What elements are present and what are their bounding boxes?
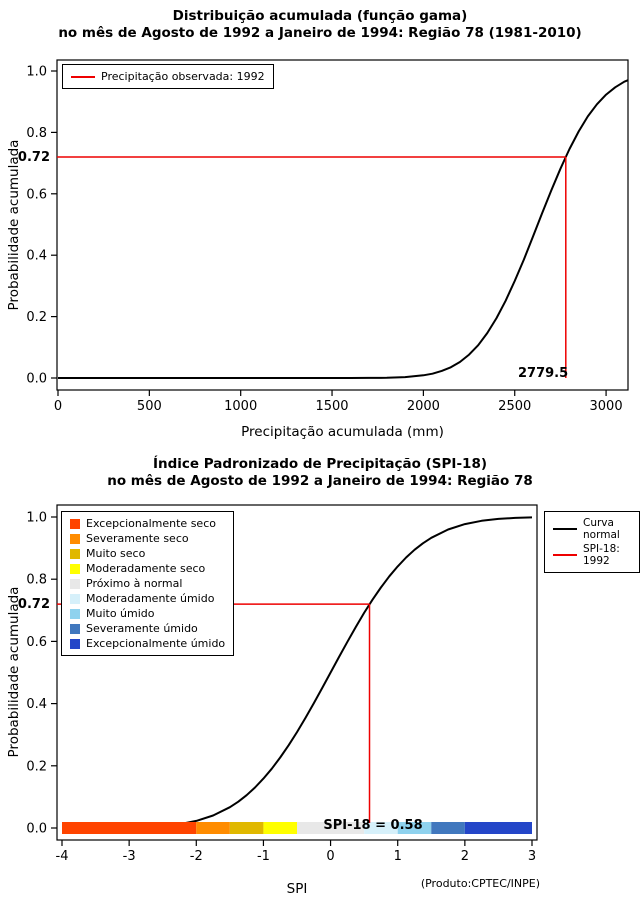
x-tick-label: 0	[326, 849, 334, 864]
spi-category-item-swatch-icon	[70, 563, 80, 574]
spi-category-item-label: Moderadamente úmido	[86, 592, 215, 605]
y-tick-label: 1.0	[26, 65, 47, 80]
spi-category-item-swatch-icon	[70, 578, 80, 589]
spi-category-item-label: Severamente seco	[86, 532, 189, 545]
chart1-legend-item: Precipitação observada: 1992	[71, 70, 265, 83]
y-tick-label: 0.8	[26, 126, 47, 141]
spi-category-item-swatch-icon	[70, 638, 80, 649]
spi-bar-segment	[431, 822, 465, 834]
spi-bar-segment	[364, 822, 398, 834]
x-tick-label: 1	[394, 849, 402, 864]
y-tick-label: 0.4	[26, 697, 47, 712]
y-tick-label: 0.2	[26, 759, 47, 774]
spi-category-item: Muito seco	[70, 547, 225, 560]
x-tick-label: 500	[137, 399, 162, 414]
x-tick-label: 3	[528, 849, 536, 864]
chart2-legend-item-label: Curva normal	[583, 517, 620, 541]
y-tick-label: 0.4	[26, 249, 47, 264]
y-tick-label: 0.6	[26, 187, 47, 202]
spi-category-item: Excepcionalmente úmido	[70, 637, 225, 650]
chart2-legend-item: SPI-18: 1992	[553, 543, 631, 567]
chart2-marker-probability: 0.72	[17, 597, 50, 612]
x-tick-label: 2000	[407, 399, 440, 414]
spi-bar-segment	[263, 822, 297, 834]
chart2-curve-legend: Curva normal SPI-18: 1992	[544, 511, 640, 573]
spi-bar-segment	[397, 822, 432, 834]
spi-category-item-swatch-icon	[70, 608, 80, 619]
chart2-title-line1: Índice Padronizado de Precipitação (SPI-…	[152, 456, 488, 472]
gamma-cdf-curve	[58, 79, 629, 379]
y-tick-label: 0.0	[26, 372, 47, 387]
y-tick-label: 0.8	[26, 573, 47, 588]
spi-category-item: Severamente úmido	[70, 622, 225, 635]
spi-category-item-swatch-icon	[70, 548, 80, 559]
plot-box	[56, 504, 538, 841]
chart2-legend-item-swatch-icon	[553, 554, 577, 556]
spi-bar-segment	[464, 822, 532, 834]
chart1-legend: Precipitação observada: 1992	[62, 64, 274, 89]
spi-category-item-label: Muito úmido	[86, 607, 155, 620]
y-tick-label: 1.0	[26, 511, 47, 526]
spi-category-item-swatch-icon	[70, 593, 80, 604]
chart1-title-line2: no mês de Agosto de 1992 a Janeiro de 19…	[58, 25, 582, 41]
chart1-legend-item-swatch-icon	[71, 75, 95, 78]
spi-category-item: Moderadamente úmido	[70, 592, 225, 605]
spi-bar-segment	[297, 822, 365, 834]
spi-category-item: Moderadamente seco	[70, 562, 225, 575]
x-tick-label: 3000	[590, 399, 623, 414]
spi-category-item-label: Muito seco	[86, 547, 146, 560]
spi-bar-segment	[62, 822, 197, 834]
chart2-legend-item: Curva normal	[553, 517, 631, 541]
x-tick-label: 2	[461, 849, 469, 864]
chart2-xaxis-label: SPI	[286, 881, 308, 897]
spi-category-item-swatch-icon	[70, 518, 80, 529]
spi-category-item: Excepcionalmente seco	[70, 517, 225, 530]
chart2-title-line2: no mês de Agosto de 1992 a Janeiro de 19…	[107, 473, 533, 489]
spi-category-item: Severamente seco	[70, 532, 225, 545]
x-tick-label: 1500	[315, 399, 348, 414]
x-tick-label: 2500	[498, 399, 531, 414]
spi-bar-segment	[229, 822, 264, 834]
x-tick-label: 0	[54, 399, 62, 414]
x-tick-label: -3	[123, 849, 136, 864]
x-tick-label: 1000	[224, 399, 257, 414]
chart2-legend-item-label: SPI-18: 1992	[583, 543, 620, 567]
chart1-xaxis-label: Precipitação acumulada (mm)	[241, 424, 444, 440]
x-tick-label: -2	[190, 849, 203, 864]
chart1-marker-probability: 0.72	[17, 150, 50, 165]
chart2-legend-item-swatch-icon	[553, 528, 577, 530]
spi-category-item-label: Moderadamente seco	[86, 562, 206, 575]
chart1-title-line1: Distribuição acumulada (função gama)	[172, 8, 468, 24]
y-tick-label: 0.6	[26, 635, 47, 650]
spi-category-item-label: Próximo à normal	[86, 577, 183, 590]
plot-box	[56, 59, 629, 391]
y-tick-label: 0.0	[26, 822, 47, 837]
spi-category-item: Muito úmido	[70, 607, 225, 620]
spi-category-item-swatch-icon	[70, 623, 80, 634]
product-credit: (Produto:CPTEC/INPE)	[420, 877, 540, 890]
y-tick-label: 0.2	[26, 310, 47, 325]
spi-bar-segment	[196, 822, 230, 834]
x-tick-label: -4	[56, 849, 69, 864]
spi-category-legend: Excepcionalmente seco Severamente seco Mui…	[61, 511, 235, 656]
chart1-marker-precipitation: 2779.5	[518, 366, 569, 381]
spi-category-item-label: Excepcionalmente seco	[86, 517, 216, 530]
spi-category-item-swatch-icon	[70, 533, 80, 544]
x-tick-label: -1	[257, 849, 270, 864]
chart1-legend-item-label: Precipitação observada: 1992	[101, 70, 265, 83]
spi-category-item-label: Excepcionalmente úmido	[86, 637, 226, 650]
chart2-spi-value: SPI-18 = 0.58	[323, 818, 423, 833]
spi-category-item-label: Severamente úmido	[86, 622, 198, 635]
spi-category-item: Próximo à normal	[70, 577, 225, 590]
